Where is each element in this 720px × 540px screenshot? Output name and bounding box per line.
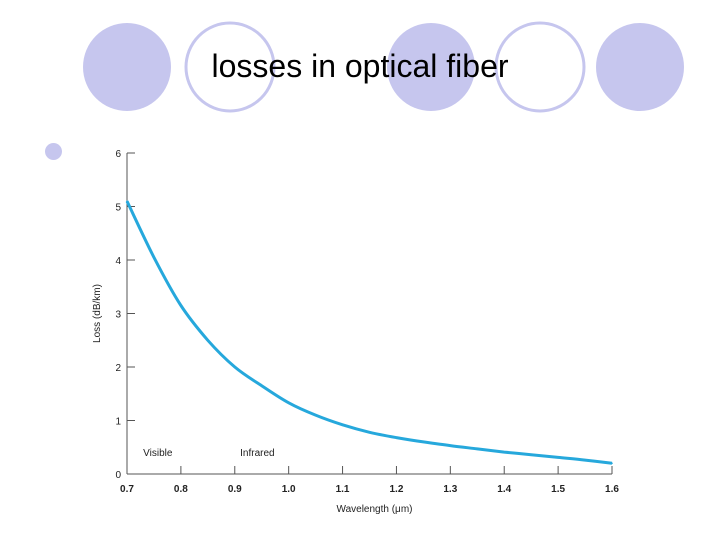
x-tick-label: 1.1 — [336, 484, 350, 495]
x-tick-label: 1.0 — [282, 484, 296, 495]
curve-point — [530, 453, 532, 456]
curve-point — [207, 339, 209, 342]
x-tick-label: 1.3 — [443, 484, 457, 495]
curve-point — [233, 366, 236, 368]
decor-circle-2 — [184, 21, 276, 113]
chart-labels: 0 1 2 3 4 5 6 0.7 0.8 0.9 1.0 1.1 1.2 1.3 1.4 1.5 1.6 Wav… — [92, 149, 619, 515]
x-tick-label: 0.9 — [228, 484, 242, 495]
curve-point — [557, 456, 559, 459]
decor-circle-3 — [387, 23, 475, 111]
curve-point — [314, 414, 317, 416]
y-tick-label: 0 — [115, 470, 121, 481]
x-tick-label: 0.8 — [174, 484, 188, 495]
x-tick-label: 1.2 — [389, 484, 403, 495]
x-tick-label: 1.5 — [551, 484, 565, 495]
x-tick-label: 1.4 — [497, 484, 511, 495]
chart-ticks — [126, 152, 613, 475]
curve-point — [611, 462, 613, 465]
y-tick-label: 3 — [115, 310, 121, 321]
curve-point — [449, 444, 452, 447]
slide-title: losses in optical fiber — [211, 48, 509, 84]
loss-curve — [125, 200, 613, 465]
y-tick-label: 1 — [115, 417, 121, 428]
curve-point — [422, 441, 425, 443]
y-tick-label: 2 — [115, 363, 121, 374]
curve-point — [368, 431, 371, 434]
curve-point — [476, 448, 479, 450]
chart-axes — [126, 153, 612, 475]
curve-point — [341, 423, 344, 426]
curve-point — [395, 436, 398, 439]
region-label: Infrared — [240, 448, 274, 459]
curve-point — [287, 402, 290, 404]
y-tick-label: 4 — [115, 256, 121, 267]
decor-circle-4 — [494, 21, 586, 113]
curve-point — [260, 384, 263, 387]
x-axis-label: Wavelength (μm) — [337, 504, 413, 515]
bullet-dot — [45, 143, 62, 160]
y-axis-label: Loss (dB/km) — [92, 284, 103, 343]
x-tick-label: 1.6 — [605, 484, 619, 495]
region-label: Visible — [143, 448, 173, 459]
curve-point — [180, 304, 182, 307]
x-tick-label: 0.7 — [120, 484, 134, 495]
y-tick-label: 6 — [115, 149, 121, 160]
y-tick-label: 5 — [115, 203, 121, 214]
curve-point — [584, 459, 586, 461]
curve-point — [503, 451, 506, 453]
curve-point — [126, 200, 128, 202]
curve-point — [153, 256, 155, 259]
decor-circle-5 — [596, 23, 684, 111]
decor-circle-1 — [83, 23, 171, 111]
